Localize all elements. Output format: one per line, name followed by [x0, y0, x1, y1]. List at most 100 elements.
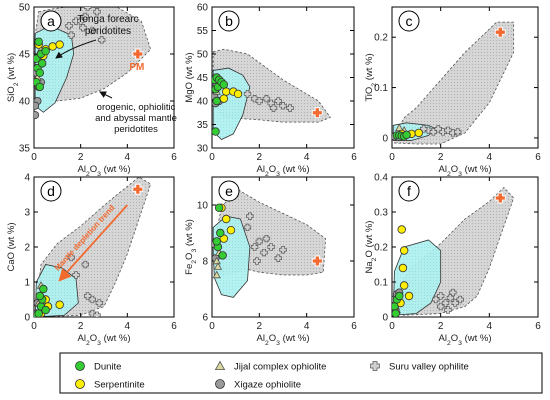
suru-valley-ophilite-point	[98, 36, 106, 44]
suru-valley-ophilite-point	[243, 90, 252, 98]
suru-valley-ophilite-point	[246, 212, 254, 220]
y-tick-label: 0.1	[374, 83, 388, 94]
suru-valley-ophilite-point	[437, 292, 445, 300]
dunite-point	[34, 37, 43, 46]
x-tick-label: 4	[125, 152, 131, 163]
y-tick-label: 3	[24, 208, 30, 219]
legend-marker-jijal-complex-ophiolite	[214, 360, 226, 371]
x-tick-label: 2	[438, 152, 444, 163]
serpentinite-point	[404, 291, 414, 301]
y-tick-label: 35	[19, 144, 31, 155]
suru-valley-ophilite-point	[279, 246, 287, 254]
fields-e	[212, 187, 327, 298]
x-tick-label: 6	[351, 321, 357, 332]
x-tick-label: 0	[209, 321, 215, 332]
serpentinite-point	[221, 87, 231, 96]
y-tick-label: 4	[24, 173, 30, 184]
dunite-point	[37, 59, 47, 68]
x-axis-label: Al2O3 (wt %)	[438, 164, 491, 178]
serpentinite-point	[55, 300, 64, 309]
y-axis-label: Na2O (wt %)	[364, 221, 378, 274]
serpentinite-point	[221, 214, 231, 224]
panel-a: 0 2 4 6 35 40 45 50 Al2O3 (wt %) SiO2 (wt %) a	[6, 3, 177, 178]
dunite-point	[214, 203, 224, 212]
y-tick-label: 50	[19, 3, 31, 14]
y-tick-label: 2	[24, 243, 30, 254]
serpentinite-point	[414, 128, 423, 138]
suru-valley-ophilite-point	[84, 7, 92, 11]
plot-frame	[33, 6, 175, 149]
suru-valley-ophilite-point	[79, 24, 87, 32]
suru-valley-ophilite-point	[253, 257, 261, 265]
legend-marker-serpentinite	[75, 379, 85, 389]
panel-e: 0 2 4 6 6 8 10 Al2O3 (wt %) Fe2O3 (wt %) e	[184, 176, 357, 347]
jijal-complex-ophiolite-point	[212, 256, 221, 265]
dunite-point	[35, 68, 45, 77]
x-axis-label: Al2O3 (wt %)	[77, 164, 130, 178]
y-axis-label: Fe2O3 (wt %)	[184, 219, 198, 275]
x-tick-label: 4	[487, 152, 493, 163]
x-tick-label: 0	[389, 152, 395, 163]
y-axis-label: CaO (wt %)	[6, 222, 17, 271]
x-tick-label: 2	[257, 321, 263, 332]
suru-valley-ophilite-point	[451, 299, 459, 307]
y-tick-label: 45	[197, 73, 209, 84]
panel-label-circle	[398, 10, 420, 32]
y-tick-label: 0	[382, 313, 388, 324]
serpentinite-point	[48, 42, 57, 51]
suru-valley-ophilite-point	[65, 22, 73, 30]
x-tick-label: 0	[209, 152, 215, 163]
markers-e	[212, 203, 323, 279]
dunite-point	[212, 96, 221, 106]
legend-label: Xigaze ophiolite	[234, 380, 301, 391]
x-tick-label: 6	[535, 321, 541, 332]
y-tick-label: 0.1	[374, 278, 388, 289]
x-axis-label: Al2O3 (wt %)	[438, 333, 491, 347]
markers-d	[34, 183, 144, 317]
suru-valley-ophilite-point	[81, 12, 89, 21]
dunite-point	[34, 309, 43, 317]
dunite-point	[212, 127, 220, 136]
panel-label: b	[225, 13, 233, 29]
y-tick-label: 30	[197, 144, 209, 155]
suru-valley-ophilite-point	[437, 302, 445, 311]
pm-point	[311, 107, 323, 119]
y-tick-label: 0.2	[374, 33, 388, 44]
suru-valley-ophilite-point	[262, 234, 271, 243]
y-tick-label: 55	[197, 26, 209, 37]
suru-valley-ophilite-point	[93, 311, 101, 317]
y-tick-label: 0.3	[374, 208, 388, 219]
suru-valley-ophilite-point	[274, 254, 282, 262]
serpentinite-point	[226, 225, 236, 235]
serpentinite-point	[55, 40, 64, 49]
y-tick-label: 0.4	[374, 173, 388, 184]
y-tick-label: 6	[202, 313, 208, 324]
x-tick-label: 4	[125, 321, 131, 332]
suru-valley-ophilite-point	[286, 104, 294, 112]
pm-point	[494, 192, 506, 204]
tonga-annotation: Tonga forearc peridotites	[77, 14, 138, 37]
dunite-point	[35, 291, 45, 301]
legend-marker-suru-valley-ophilite	[370, 361, 380, 371]
pm-point	[132, 48, 144, 60]
x-tick-label: 4	[304, 152, 310, 163]
suru-valley-ophilite-point	[243, 223, 252, 232]
tonga-arrow	[55, 39, 97, 59]
y-tick-label: 60	[197, 3, 209, 14]
y-tick-label: 40	[197, 97, 209, 108]
y-tick-label: 8	[202, 257, 208, 268]
suru-valley-ophilite-point	[456, 295, 464, 304]
pm-point	[494, 26, 506, 38]
y-tick-label: 40	[19, 97, 31, 108]
dunite-point	[35, 82, 45, 92]
suru-valley-ophilite-point	[88, 295, 96, 304]
panel-f: 0 2 4 6 0 0.1 0.2 0.3 0.4 Al2O3 (wt %) Na2O (wt %)…	[364, 173, 541, 347]
legend-marker-xigaze-ophiolite	[215, 379, 225, 389]
markers-b	[212, 73, 323, 136]
dunite-point	[402, 130, 411, 140]
fields-c	[392, 21, 515, 145]
x-tick-label: 2	[438, 321, 444, 332]
dunite-point	[212, 237, 221, 246]
suru-valley-ophilite-point	[95, 299, 103, 307]
